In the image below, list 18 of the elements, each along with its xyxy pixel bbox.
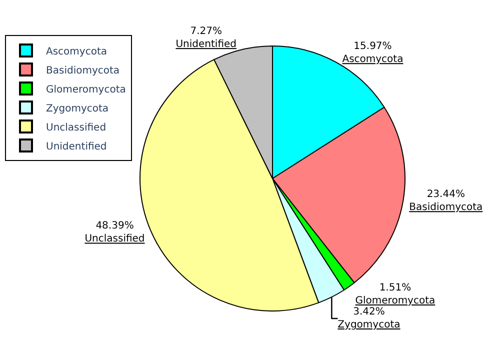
slice-label: Zygomycota <box>338 319 400 330</box>
data-label: 15.97% <box>354 41 392 52</box>
slice-label: Unidentified <box>176 39 236 50</box>
data-label: 48.39% <box>96 220 134 232</box>
slice-label: Glomeromycota <box>355 295 436 306</box>
slice-label: Basidiomycota <box>409 202 483 214</box>
legend-label: Zygomycota <box>46 103 109 114</box>
legend-label: Basidiomycota <box>46 65 120 76</box>
legend-label: Ascomycota <box>46 46 107 58</box>
legend-label: Unclassified <box>46 122 106 134</box>
legend-label: Glomeromycota <box>46 84 126 96</box>
data-label: 23.44% <box>426 189 465 200</box>
slice-label: Unclassified <box>84 234 145 245</box>
legend-label: Unidentified <box>46 141 107 152</box>
slice-label: Ascomycota <box>342 54 404 66</box>
data-label: 3.42% <box>353 306 385 318</box>
data-label: 7.27% <box>190 26 222 38</box>
data-label: 1.51% <box>379 282 412 294</box>
